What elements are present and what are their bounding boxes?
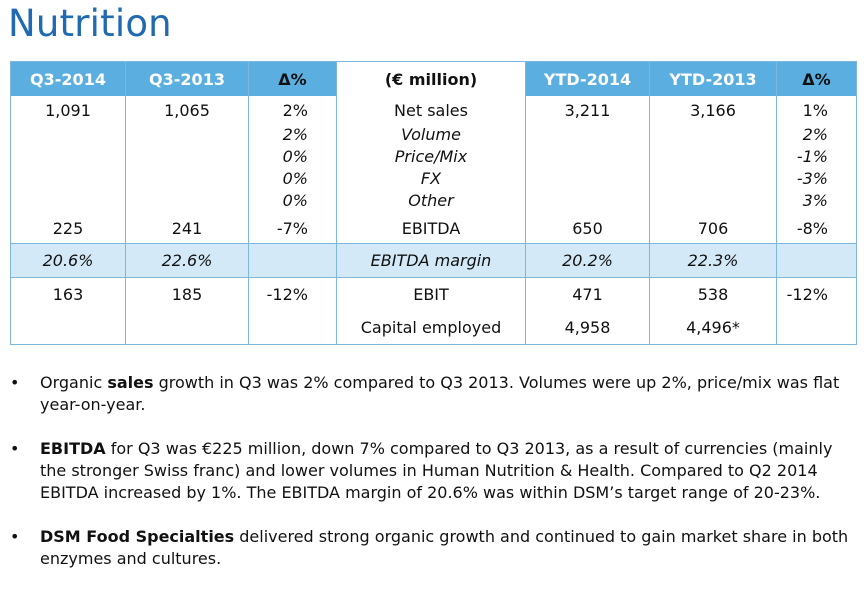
cell — [125, 310, 249, 345]
cell: 0% — [282, 169, 308, 188]
cell: 185 — [125, 277, 249, 310]
table-row-breakdown: 2% 0% 0% 0% Volume Price/Mix FX Other 2%… — [10, 124, 857, 214]
bullet-text: for Q3 was €225 million, down 7% compare… — [40, 439, 833, 502]
cell: 20.2% — [525, 243, 650, 278]
header-q3-2013: Q3-2013 — [125, 61, 249, 96]
cell — [776, 243, 857, 278]
cell: 2% — [282, 125, 308, 144]
cell: 1% — [776, 96, 857, 124]
cell: 4,496* — [649, 310, 777, 345]
row-label: Other — [408, 191, 454, 210]
cell: 4,958 — [525, 310, 650, 345]
row-label: Price/Mix — [394, 147, 468, 166]
table-header-row: Q3-2014 Q3-2013 Δ% (€ million) YTD-2014 … — [10, 61, 857, 96]
table-row-ebitda-margin: 20.6% 22.6% EBITDA margin 20.2% 22.3% — [10, 243, 857, 278]
cell: -12% — [776, 277, 857, 310]
row-label: EBIT — [336, 277, 526, 310]
bullet-item-food-specialties: • DSM Food Specialties delivered strong … — [10, 526, 860, 570]
header-q-delta: Δ% — [248, 61, 337, 96]
table-row-ebit: 163 185 -12% EBIT 471 538 -12% — [10, 277, 857, 310]
cell: 20.6% — [10, 243, 126, 278]
cell: 650 — [525, 214, 650, 244]
bullet-text: growth in Q3 was 2% compared to Q3 2013.… — [40, 373, 840, 414]
cell — [649, 124, 777, 214]
cell — [525, 124, 650, 214]
table-row-capital-employed: Capital employed 4,958 4,496* — [10, 310, 857, 345]
header-ytd-2014: YTD-2014 — [525, 61, 650, 96]
cell: 1,065 — [125, 96, 249, 124]
bullet-text: delivered strong organic growth and cont… — [40, 527, 849, 568]
cell: 538 — [649, 277, 777, 310]
row-label: EBITDA — [336, 214, 526, 244]
bullet-list: • Organic sales growth in Q3 was 2% comp… — [10, 372, 860, 592]
header-ytd-delta: Δ% — [776, 61, 857, 96]
row-label: Net sales — [336, 96, 526, 124]
row-label: Capital employed — [336, 310, 526, 345]
cell — [248, 310, 337, 345]
bullet-item-ebitda: • EBITDA for Q3 was €225 million, down 7… — [10, 438, 860, 504]
cell: 1,091 — [10, 96, 126, 124]
cell: 0% — [282, 191, 308, 210]
bullet-text: Organic — [40, 373, 108, 392]
cell: 2% — [802, 125, 828, 144]
cell — [776, 310, 857, 345]
cell: 2% — [248, 96, 337, 124]
cell: 22.3% — [649, 243, 777, 278]
breakdown-q-deltas: 2% 0% 0% 0% — [248, 124, 337, 214]
breakdown-labels: Volume Price/Mix FX Other — [336, 124, 526, 214]
cell — [125, 124, 249, 214]
cell: -12% — [248, 277, 337, 310]
row-label: FX — [420, 169, 442, 188]
row-label: EBITDA margin — [336, 243, 526, 278]
bullet-item-sales: • Organic sales growth in Q3 was 2% comp… — [10, 372, 860, 416]
page-title: Nutrition — [8, 2, 172, 45]
cell: 706 — [649, 214, 777, 244]
cell: 22.6% — [125, 243, 249, 278]
bullet-keyword: EBITDA — [40, 439, 106, 458]
cell: -8% — [776, 214, 857, 244]
table-row-ebitda: 225 241 -7% EBITDA 650 706 -8% — [10, 214, 857, 244]
cell: -3% — [796, 169, 828, 188]
cell: -1% — [796, 147, 828, 166]
breakdown-ytd-deltas: 2% -1% -3% 3% — [776, 124, 857, 214]
header-q3-2014: Q3-2014 — [10, 61, 126, 96]
cell — [248, 243, 337, 278]
bullet-marker: • — [10, 373, 20, 392]
cell: -7% — [248, 214, 337, 244]
cell: 225 — [10, 214, 126, 244]
bullet-keyword: DSM Food Specialties — [40, 527, 235, 546]
bullet-marker: • — [10, 527, 20, 546]
bullet-keyword: sales — [107, 373, 154, 392]
table-row-net-sales: 1,091 1,065 2% Net sales 3,211 3,166 1% — [10, 96, 857, 124]
cell: 3,166 — [649, 96, 777, 124]
cell — [10, 310, 126, 345]
cell: 471 — [525, 277, 650, 310]
bullet-marker: • — [10, 439, 20, 458]
cell: 163 — [10, 277, 126, 310]
cell: 3% — [802, 191, 828, 210]
cell: 0% — [282, 147, 308, 166]
cell — [10, 124, 126, 214]
cell: 3,211 — [525, 96, 650, 124]
row-label: Volume — [401, 125, 461, 144]
cell: 241 — [125, 214, 249, 244]
header-ytd-2013: YTD-2013 — [649, 61, 777, 96]
header-unit: (€ million) — [336, 61, 526, 96]
financial-table: Q3-2014 Q3-2013 Δ% (€ million) YTD-2014 … — [10, 61, 857, 345]
